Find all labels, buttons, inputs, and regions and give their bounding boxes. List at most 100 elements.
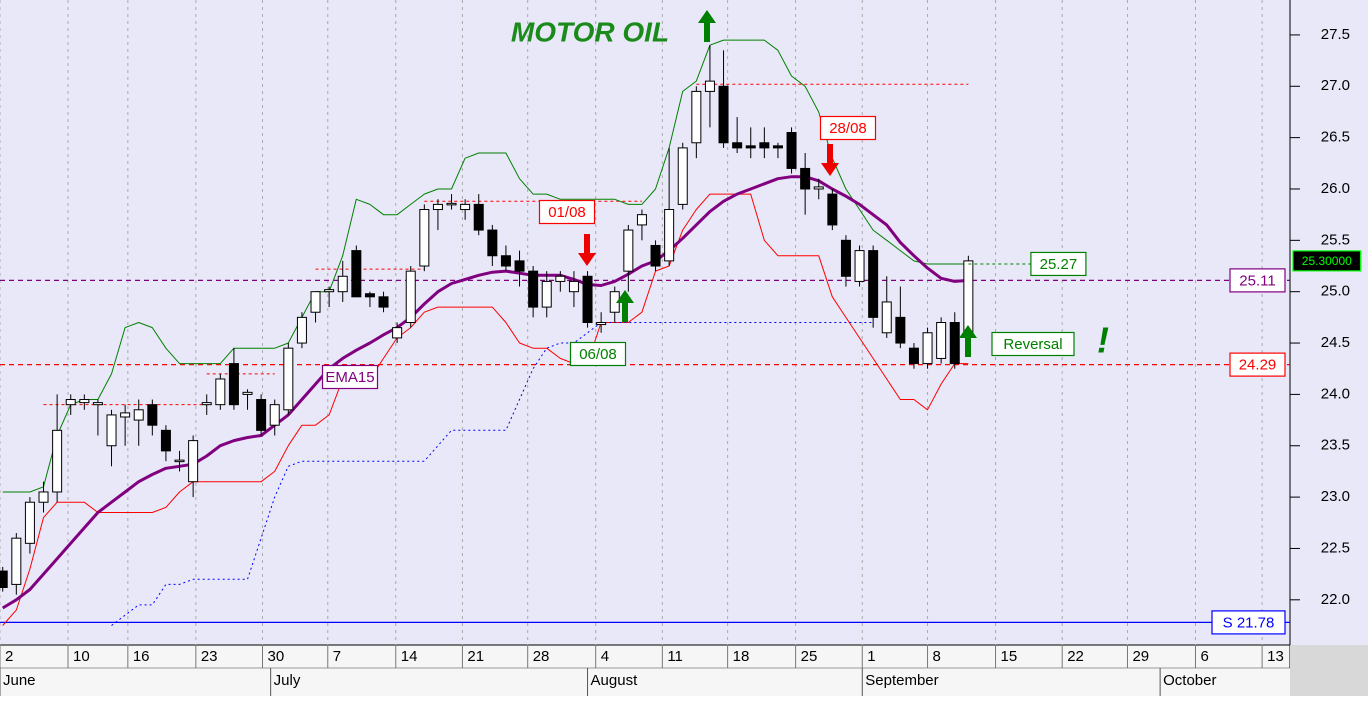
candle-body [936, 322, 947, 359]
candle-body [160, 429, 171, 452]
candle-body [133, 409, 144, 421]
y-tick-label: 24.0 [1321, 385, 1350, 402]
x-tick-label: 13 [1267, 648, 1284, 665]
candle-body [514, 260, 525, 272]
candle-body [228, 363, 239, 406]
candle-body [392, 327, 403, 339]
annotation: 01/08 [548, 204, 586, 221]
candle-body [11, 537, 22, 585]
candle-body [541, 280, 552, 308]
y-tick-label: 24.5 [1321, 334, 1350, 351]
candle-body [310, 291, 321, 313]
x-tick-label: 23 [201, 648, 218, 665]
month-label: June [3, 672, 36, 689]
x-tick-label: 4 [601, 648, 609, 665]
hline-label-box [1229, 268, 1286, 293]
candle-body [745, 145, 756, 149]
chart-title: MOTOR OIL [511, 16, 669, 47]
candle-body [256, 399, 267, 431]
annotation: 28/08 [829, 120, 867, 137]
candle-body [38, 491, 49, 503]
arrow [821, 144, 839, 176]
y-tick-label: 25.0 [1321, 283, 1350, 300]
candle-body [269, 404, 280, 426]
x-tick-label: 28 [533, 648, 550, 665]
candle-body [881, 301, 892, 334]
candle-body [52, 429, 63, 493]
candle-body [351, 250, 362, 298]
candle-body [800, 167, 811, 190]
corner [1290, 645, 1368, 696]
y-tick-label: 22.0 [1321, 591, 1350, 608]
candle-body [664, 209, 675, 262]
x-tick-label: 22 [1067, 648, 1084, 665]
x-tick-label: 2 [5, 648, 13, 665]
candle-body [704, 80, 715, 92]
target-label: 25.27 [1040, 256, 1078, 273]
candle-body [908, 347, 919, 365]
hline-label: S 21.78 [1223, 614, 1275, 631]
candle-body [868, 250, 879, 318]
candle-body [650, 244, 661, 267]
candle-body [922, 332, 933, 365]
candle-body [759, 142, 770, 149]
candle-body [0, 570, 8, 588]
candle-body [813, 186, 824, 190]
y-tick-label: 27.0 [1321, 77, 1350, 94]
month-label: October [1163, 672, 1216, 689]
arrow [616, 290, 634, 322]
candle-body [405, 270, 416, 323]
y-tick-label: 22.5 [1321, 539, 1350, 556]
candle-body [283, 347, 294, 411]
y-tick-label: 25.5 [1321, 231, 1350, 248]
candle-body [555, 275, 566, 282]
candle-body [827, 193, 838, 226]
hline-label: 25.11 [1239, 272, 1275, 289]
x-tick-label: 21 [467, 648, 484, 665]
candle-body [296, 316, 307, 344]
series-line [2, 193, 969, 626]
candle-body [895, 316, 906, 344]
candle-body [772, 145, 783, 149]
candle-body [378, 296, 389, 308]
candle-body [79, 399, 90, 404]
candle-body [92, 402, 103, 406]
candle-body [473, 203, 484, 231]
candle-body [65, 399, 76, 406]
candle-body [201, 402, 212, 406]
annotation-box [569, 341, 627, 367]
candle-body [446, 202, 457, 206]
annotation-box [819, 115, 877, 141]
candle-body [487, 229, 498, 257]
annotation-box [321, 364, 379, 390]
month-label: July [274, 672, 301, 689]
candle-body [596, 322, 607, 326]
x-tick-label: 16 [133, 648, 150, 665]
y-tick-label: 27.5 [1321, 26, 1350, 43]
candle-body [677, 147, 688, 205]
annotation: ! [1097, 320, 1109, 361]
candle-body [324, 289, 335, 293]
candle-body [432, 203, 443, 211]
candle-body [963, 260, 974, 334]
candle-body [568, 280, 579, 293]
candle-body [718, 85, 729, 144]
target-label-box [1030, 251, 1087, 277]
candle-body [188, 440, 199, 483]
y-tick-label: 26.5 [1321, 129, 1350, 146]
month-label: August [591, 672, 639, 689]
candle-body [106, 414, 117, 447]
annotation: 06/08 [579, 346, 617, 363]
x-tick-label: 11 [667, 648, 683, 665]
candle-body [691, 90, 702, 144]
plot-background [0, 0, 1368, 645]
y-tick-label: 26.0 [1321, 180, 1350, 197]
arrow [698, 10, 716, 42]
candle-body [636, 214, 647, 226]
x-tick-label: 18 [733, 648, 750, 665]
x-tick-label: 1 [867, 648, 875, 665]
candle-body [732, 142, 743, 149]
x-tick-label: 6 [1200, 648, 1208, 665]
